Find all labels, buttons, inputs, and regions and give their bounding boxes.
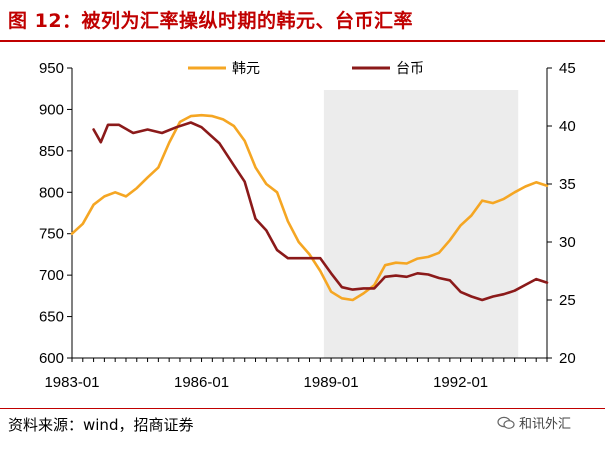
footer-divider bbox=[0, 408, 605, 409]
right-tick-label: 20 bbox=[559, 350, 576, 367]
left-tick-label: 800 bbox=[39, 184, 64, 201]
right-tick-label: 40 bbox=[559, 118, 576, 135]
right-tick-label: 35 bbox=[559, 176, 576, 193]
series-line bbox=[70, 113, 549, 302]
legend-label: 韩元 bbox=[232, 61, 260, 77]
manipulation-period-shading bbox=[323, 90, 519, 358]
right-tick-label: 30 bbox=[559, 234, 576, 251]
legend: 韩元 台币 bbox=[188, 61, 424, 77]
left-tick-label: 650 bbox=[39, 309, 64, 326]
left-tick-label: 750 bbox=[39, 226, 64, 243]
left-tick-label: 700 bbox=[39, 267, 64, 284]
axes: 600 650 700 750 800 850 900 950 20 25 30 35 40 45 1983… bbox=[39, 60, 576, 391]
line-chart: 600 650 700 750 800 850 900 950 20 25 30 35 40 45 1983… bbox=[39, 60, 576, 391]
source-note: 资料来源：wind，招商证券 bbox=[8, 416, 194, 434]
left-tick-label: 600 bbox=[39, 350, 64, 367]
watermark: 和讯外汇 bbox=[497, 413, 571, 432]
right-tick-label: 45 bbox=[559, 60, 576, 77]
series-lines bbox=[70, 113, 549, 302]
figure-title: 图 12：被列为汇率操纵时期的韩元、台币汇率 bbox=[8, 10, 414, 32]
title-divider bbox=[0, 40, 605, 42]
x-tick-label: 1983-01 bbox=[44, 374, 99, 391]
x-tick-label: 1989-01 bbox=[304, 374, 359, 391]
chat-bubble-icon bbox=[497, 416, 515, 429]
series-line bbox=[92, 121, 549, 302]
right-tick-label: 25 bbox=[559, 292, 576, 309]
left-tick-label: 850 bbox=[39, 143, 64, 160]
x-tick-label: 1992-01 bbox=[433, 374, 488, 391]
x-tick-label: 1986-01 bbox=[174, 374, 229, 391]
left-tick-label: 950 bbox=[39, 60, 64, 77]
legend-label: 台币 bbox=[396, 61, 424, 77]
left-tick-label: 900 bbox=[39, 101, 64, 118]
watermark-text: 和讯外汇 bbox=[519, 417, 572, 432]
